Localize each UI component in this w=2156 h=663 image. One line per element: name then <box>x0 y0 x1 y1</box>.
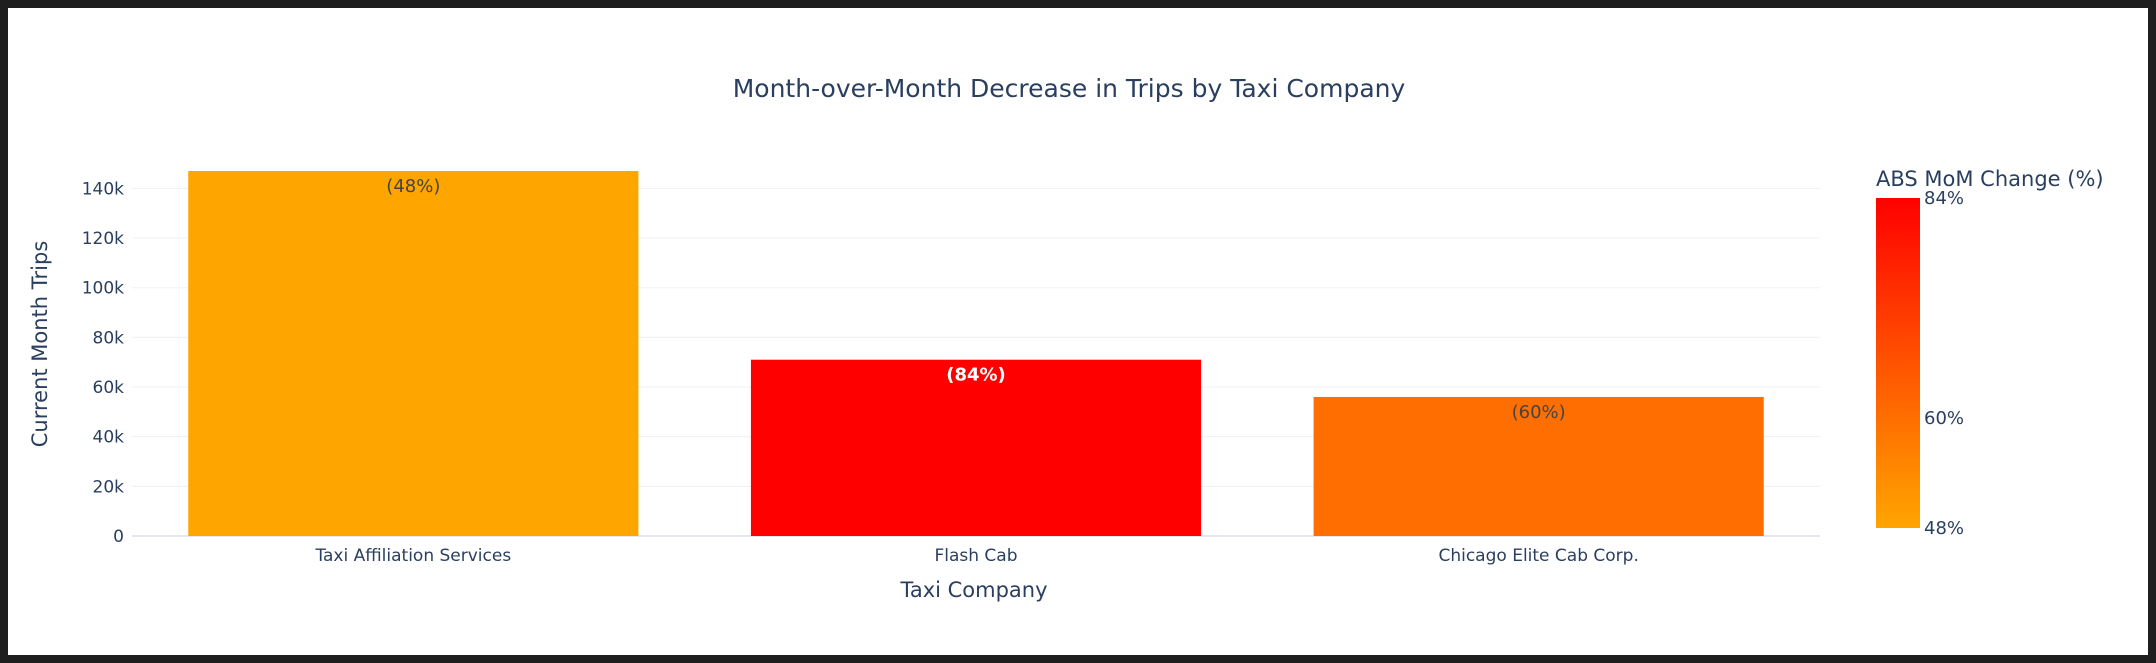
x-axis-ticks: Taxi Affiliation Services Flash Cab Chicag… <box>314 546 1638 566</box>
x-axis-title: Taxi Company <box>899 578 1047 602</box>
x-tick-label: Taxi Affiliation Services <box>314 546 511 566</box>
bar <box>188 171 639 536</box>
chart-title: Month-over-Month Decrease in Trips by Ta… <box>733 74 1406 103</box>
y-tick-label: 40k <box>93 428 125 448</box>
colorbar: ABS MoM Change (%) 48% 60% 84% <box>1876 167 2104 539</box>
colorbar-gradient <box>1876 198 1920 528</box>
colorbar-tick-label: 60% <box>1924 408 1964 429</box>
y-tick-label: 120k <box>82 229 124 249</box>
y-tick-label: 20k <box>93 477 125 497</box>
y-tick-label: 0 <box>113 527 124 547</box>
y-tick-label: 60k <box>93 378 125 398</box>
y-tick-label: 80k <box>93 328 125 348</box>
bars <box>188 171 1764 536</box>
bar-data-label: (48%) <box>386 176 440 197</box>
x-tick-label: Chicago Elite Cab Corp. <box>1438 546 1638 566</box>
bar <box>1313 396 1764 536</box>
y-axis-title: Current Month Trips <box>28 241 52 448</box>
y-tick-label: 100k <box>82 279 124 299</box>
y-axis-ticks: 0 20k 40k 60k 80k 100k 120k 140k <box>82 179 124 547</box>
bar <box>750 359 1202 536</box>
y-tick-label: 140k <box>82 179 124 199</box>
colorbar-tick-label: 84% <box>1924 188 1964 209</box>
colorbar-ticks: 48% 60% 84% <box>1924 188 1964 539</box>
colorbar-tick-label: 48% <box>1924 518 1964 539</box>
chart-frame: Month-over-Month Decrease in Trips by Ta… <box>8 8 2148 655</box>
x-tick-label: Flash Cab <box>934 546 1017 566</box>
bar-chart: Month-over-Month Decrease in Trips by Ta… <box>28 74 2104 602</box>
bar-labels: (48%) (84%) (60%) <box>386 176 1565 423</box>
bar-data-label: (60%) <box>1512 402 1566 423</box>
colorbar-title: ABS MoM Change (%) <box>1876 167 2104 191</box>
bar-data-label: (84%) <box>946 365 1006 386</box>
